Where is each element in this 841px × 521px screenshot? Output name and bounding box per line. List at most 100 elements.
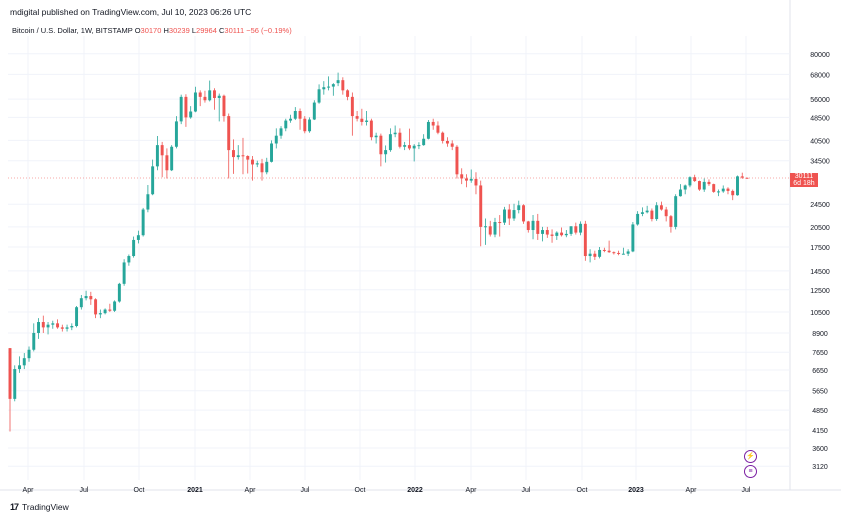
y-tick-label: 4850 xyxy=(812,408,828,415)
us-flag-icon[interactable]: ≡ xyxy=(744,465,757,478)
candle-body xyxy=(217,95,221,98)
low-label: L xyxy=(191,26,197,35)
high-label: H xyxy=(163,26,169,35)
y-tick-label: 56000 xyxy=(810,97,830,104)
candle-body xyxy=(84,296,88,299)
candle-body xyxy=(75,307,79,327)
candle-body xyxy=(32,332,36,350)
candle-body xyxy=(189,111,193,118)
lightning-icon[interactable]: ⚡ xyxy=(744,450,757,463)
candle-body xyxy=(484,226,487,228)
x-tick-label: Oct xyxy=(355,487,366,494)
candle-body xyxy=(593,253,597,257)
candle-body xyxy=(626,251,630,254)
bar-countdown: 6d 18h xyxy=(790,180,818,187)
candle-body xyxy=(27,349,31,359)
candle-body xyxy=(740,176,744,178)
candle-body xyxy=(274,135,278,144)
candle-body xyxy=(251,159,254,165)
candle-body xyxy=(436,125,440,133)
y-tick-label: 12500 xyxy=(810,288,830,295)
candle-body xyxy=(374,135,378,138)
x-tick-label: Oct xyxy=(134,487,145,494)
candle-body xyxy=(56,323,60,328)
y-tick-label: 10500 xyxy=(810,310,830,317)
candle-body xyxy=(574,226,578,233)
candle-body xyxy=(388,134,392,151)
candle-body xyxy=(289,118,293,121)
candle-body xyxy=(312,102,316,120)
x-tick-label: 2021 xyxy=(187,487,203,494)
candle-body xyxy=(655,205,659,220)
close-value: 30111 xyxy=(224,26,245,35)
candle-body xyxy=(170,146,174,171)
candle-body xyxy=(51,323,55,325)
x-tick-label: 2022 xyxy=(407,487,423,494)
candle-body xyxy=(336,80,340,84)
candle-body xyxy=(531,220,535,231)
candle-body xyxy=(693,177,697,182)
candle-body xyxy=(564,233,568,236)
candle-body xyxy=(308,119,312,132)
x-tick-label: Jul xyxy=(80,487,89,494)
x-tick-label: 2023 xyxy=(628,487,644,494)
candle-body xyxy=(65,327,69,329)
candle-body xyxy=(98,313,102,315)
candle-body xyxy=(341,80,345,91)
candle-body xyxy=(526,221,530,231)
candle-body xyxy=(569,226,573,234)
candle-body xyxy=(488,226,492,235)
candle-body xyxy=(498,222,502,224)
last-price-badge: 30111 6d 18h xyxy=(790,173,818,187)
candle-body xyxy=(113,301,117,311)
candle-body xyxy=(464,178,468,181)
candle-body xyxy=(621,253,625,255)
candle-body xyxy=(512,210,516,219)
candle-body xyxy=(208,90,212,101)
candle-body xyxy=(588,253,592,257)
candle-body xyxy=(612,252,616,254)
candle-body xyxy=(745,177,749,179)
candle-body xyxy=(678,189,682,197)
candle-body xyxy=(422,138,426,146)
candle-body xyxy=(22,358,26,366)
candle-body xyxy=(598,249,602,257)
candle-body xyxy=(522,205,525,222)
symbol-legend: Bitcoin / U.S. Dollar, 1W, BITSTAMP O301… xyxy=(12,26,292,35)
candle-body xyxy=(650,210,654,220)
candle-body xyxy=(536,220,540,234)
candle-body xyxy=(517,205,521,211)
candle-body xyxy=(108,309,112,311)
candle-body xyxy=(37,322,41,333)
candle-body xyxy=(179,96,183,122)
candle-body xyxy=(317,89,321,103)
candle-body xyxy=(697,181,701,190)
publisher-line: mdigital published on TradingView.com, J… xyxy=(10,7,252,17)
candle-body xyxy=(279,128,283,136)
candle-body xyxy=(736,176,739,196)
x-tick-label: Jul xyxy=(301,487,310,494)
candle-body xyxy=(355,116,359,119)
candle-body xyxy=(455,146,459,175)
candle-body xyxy=(89,296,93,300)
candle-body xyxy=(640,212,644,214)
candle-body xyxy=(716,191,720,193)
candle-body xyxy=(583,223,587,257)
candle-body xyxy=(103,309,107,314)
candle-body xyxy=(127,256,131,263)
candle-body xyxy=(579,223,583,233)
candle-body xyxy=(417,145,421,147)
x-tick-label: Apr xyxy=(245,487,257,494)
high-value: 30239 xyxy=(168,26,190,35)
candle-body xyxy=(232,150,235,158)
candle-body xyxy=(236,155,240,158)
candle-body xyxy=(203,96,207,101)
candle-body xyxy=(174,121,178,147)
candle-body xyxy=(18,365,21,370)
candle-body xyxy=(731,190,735,196)
candle-body xyxy=(360,118,364,122)
candle-body xyxy=(602,249,606,251)
candle-body xyxy=(607,250,611,253)
candle-body xyxy=(403,145,407,147)
